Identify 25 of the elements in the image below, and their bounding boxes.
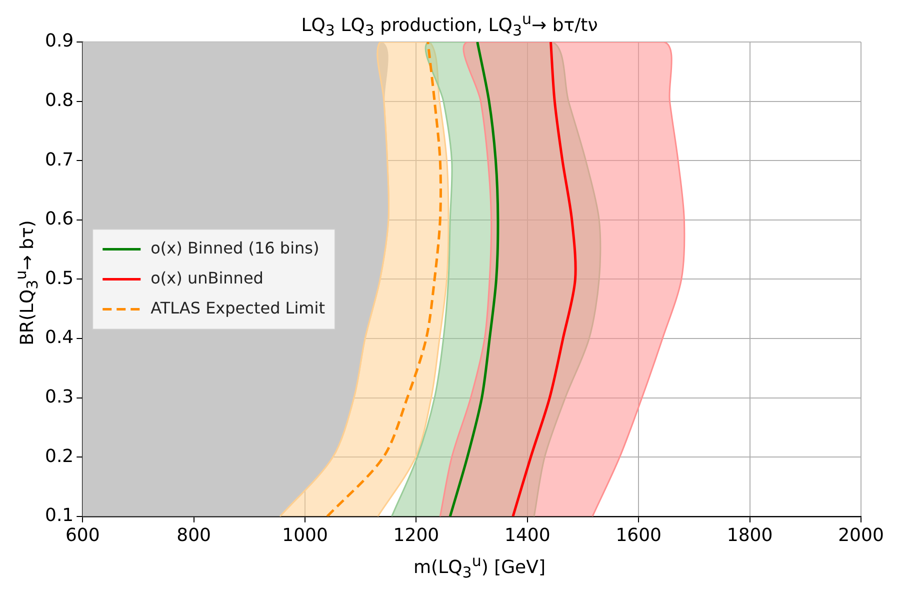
- x-tick-label: 1400: [504, 524, 550, 546]
- y-tick-label: 0.9: [44, 30, 74, 52]
- chart-title: LQ$_{3}$ LQ$_{3}$ production, LQ$_{3}$$^{u}$→ bτ/tν: [301, 10, 598, 40]
- x-tick-label: 2000: [838, 524, 884, 546]
- x-tick-label: 1000: [282, 524, 328, 546]
- y-tick-label: 0.8: [44, 90, 74, 111]
- y-tick-label: 0.1: [44, 505, 74, 526]
- y-tick-label: 0.4: [44, 327, 74, 348]
- legend-label: o(x) unBinned: [150, 268, 264, 288]
- x-tick-label: 1600: [616, 524, 662, 546]
- y-tick-label: 0.6: [44, 208, 74, 230]
- x-axis-title: m(LQ$_{3}$$^{u}$) [GeV]: [412, 552, 546, 582]
- line-series: [512, 42, 577, 516]
- line-series: [448, 42, 500, 516]
- legend-label: o(x) Binned (16 bins): [150, 238, 320, 258]
- y-tick-label: 0.5: [44, 268, 74, 289]
- x-tick-label: 800: [176, 524, 211, 546]
- legend-label: ATLAS Expected Limit: [150, 298, 325, 318]
- x-tick-label: 1800: [726, 524, 773, 546]
- x-tick-label: 1200: [393, 524, 440, 546]
- x-tick-label: 600: [65, 524, 100, 546]
- line-series: [326, 42, 442, 516]
- y-tick-label: 0.2: [44, 446, 74, 467]
- y-tick-label: 0.7: [44, 149, 74, 170]
- y-tick-label: 0.3: [44, 386, 74, 408]
